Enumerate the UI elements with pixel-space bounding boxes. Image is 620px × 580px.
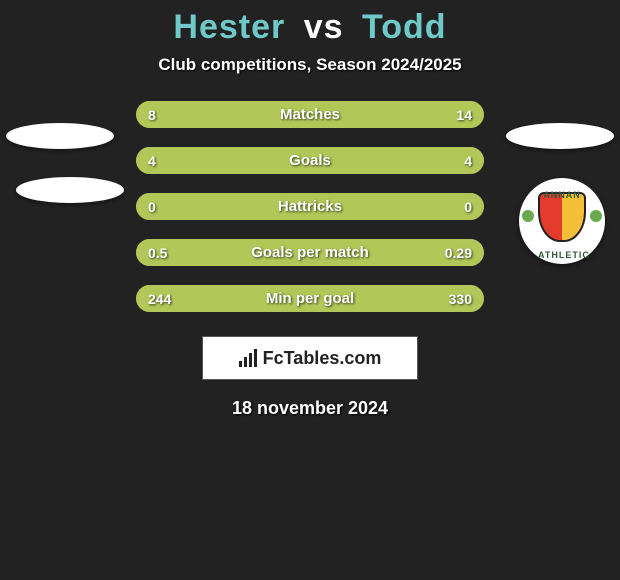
stat-row: 8 Matches 14 [136, 101, 484, 128]
stat-row: 4 Goals 4 [136, 147, 484, 174]
bar-right [355, 239, 484, 266]
thistle-icon [590, 210, 602, 222]
stat-row: 0.5 Goals per match 0.29 [136, 239, 484, 266]
comparison-card: Hester vs Todd Club competitions, Season… [0, 0, 620, 580]
club-name-bottom: ATHLETIC [538, 250, 586, 260]
bar-left [136, 193, 310, 220]
barchart-icon [239, 349, 257, 367]
source-logo: FcTables.com [202, 336, 418, 380]
bar-left [136, 239, 355, 266]
logo-text: FcTables.com [263, 348, 382, 369]
bar-right [261, 101, 484, 128]
title-vs: vs [304, 8, 344, 46]
player2-club-badge: ANNAN ATHLETIC [519, 178, 605, 264]
page-title: Hester vs Todd [0, 8, 620, 47]
date-label: 18 november 2024 [0, 398, 620, 419]
stat-row: 0 Hattricks 0 [136, 193, 484, 220]
bar-right [282, 285, 484, 312]
thistle-icon [522, 210, 534, 222]
stats-rows: 8 Matches 14 4 Goals 4 0 Hattricks 0 0.5… [136, 101, 484, 312]
bar-right [310, 147, 484, 174]
subtitle: Club competitions, Season 2024/2025 [0, 55, 620, 75]
bar-right [310, 193, 484, 220]
bar-left [136, 101, 261, 128]
club-name-top: ANNAN [538, 190, 586, 200]
club-crest: ANNAN ATHLETIC [538, 192, 586, 250]
player1-name: Hester [173, 8, 285, 46]
bar-left [136, 147, 310, 174]
stat-row: 244 Min per goal 330 [136, 285, 484, 312]
player1-badge-top [6, 123, 114, 149]
player2-name: Todd [362, 8, 447, 46]
player2-badge-top [506, 123, 614, 149]
bar-left [136, 285, 282, 312]
player1-badge-bottom [16, 177, 124, 203]
